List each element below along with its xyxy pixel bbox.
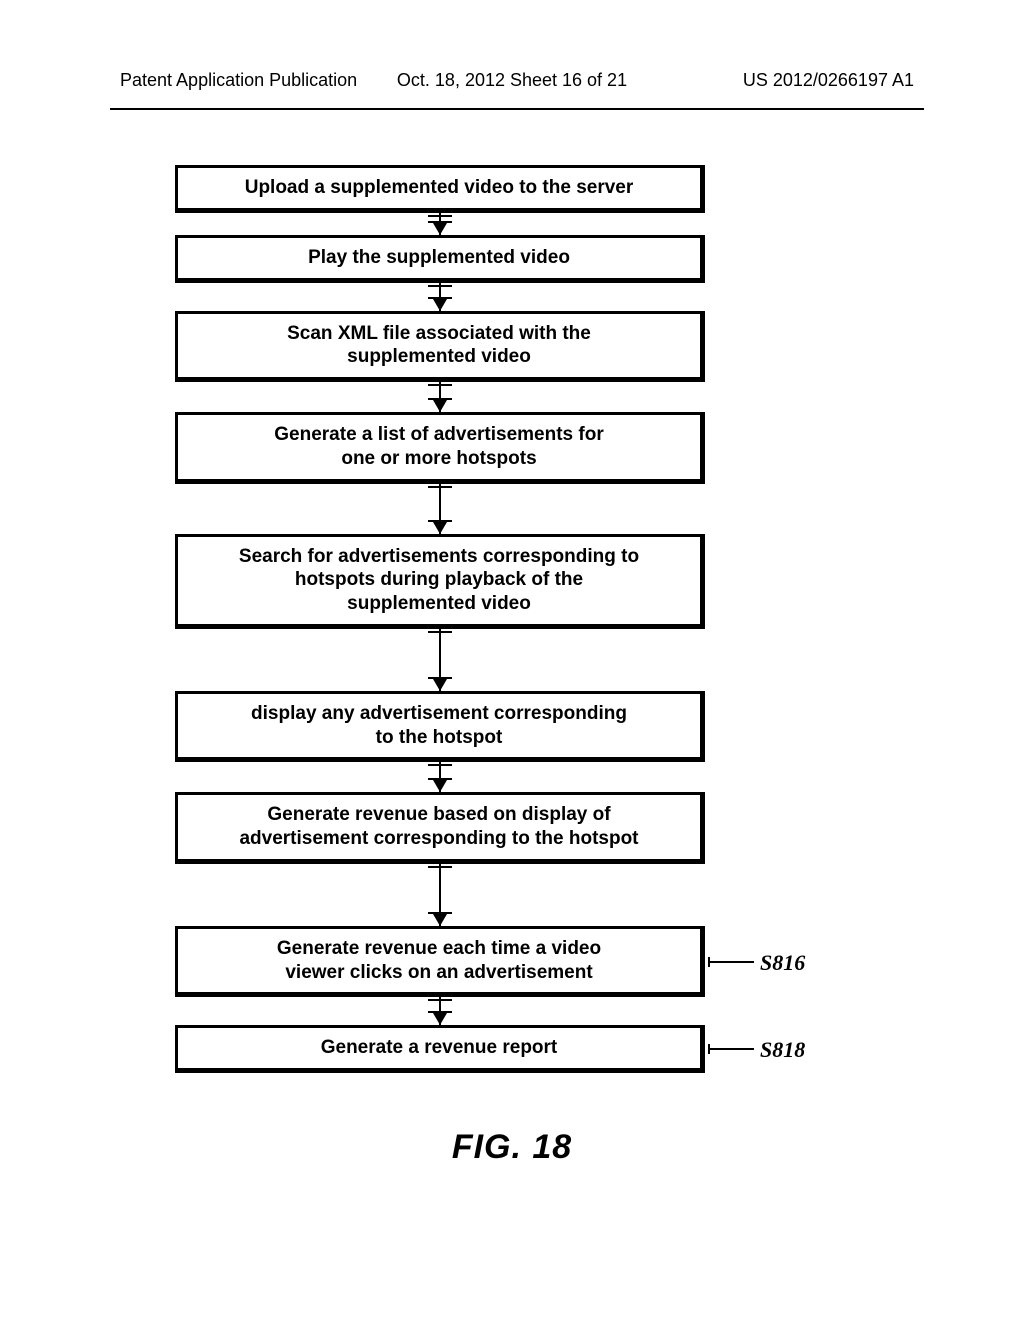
callout-line	[708, 1048, 754, 1050]
flow-arrow	[175, 629, 705, 691]
flow-step-wrap: Generate a list of advertisements for on…	[0, 412, 1024, 484]
flow-arrow	[175, 283, 705, 311]
flow-step-wrap: Search for advertisements corresponding …	[0, 534, 1024, 629]
flow-arrow	[175, 213, 705, 235]
flow-step-wrap: Play the supplemented video	[0, 235, 1024, 283]
flow-step-7: Generate revenue based on display of adv…	[175, 792, 705, 864]
callout-line	[708, 961, 754, 963]
header-right: US 2012/0266197 A1	[743, 70, 914, 91]
header-left: Patent Application Publication	[120, 70, 357, 91]
flow-arrow	[175, 382, 705, 412]
flow-step-8: Generate revenue each time a video viewe…	[175, 926, 705, 998]
flow-step-wrap: Scan XML file associated with the supple…	[0, 311, 1024, 383]
header-mid: Oct. 18, 2012 Sheet 16 of 21	[397, 70, 627, 91]
flow-step-1: Upload a supplemented video to the serve…	[175, 165, 705, 213]
flow-arrow	[175, 864, 705, 926]
flow-step-4: Generate a list of advertisements for on…	[175, 412, 705, 484]
flow-step-wrap: Generate revenue each time a video viewe…	[0, 926, 1024, 998]
header-rule	[110, 108, 924, 110]
flow-step-9: Generate a revenue report	[175, 1025, 705, 1073]
flow-step-wrap: display any advertisement corresponding …	[0, 691, 1024, 763]
flow-step-wrap: Upload a supplemented video to the serve…	[0, 165, 1024, 213]
flow-step-wrap: Generate revenue based on display of adv…	[0, 792, 1024, 864]
figure-label: FIG. 18	[452, 1128, 572, 1167]
flow-step-6: display any advertisement corresponding …	[175, 691, 705, 763]
flow-step-wrap: Generate a revenue report	[0, 1025, 1024, 1073]
flow-arrow	[175, 762, 705, 792]
flow-step-3: Scan XML file associated with the supple…	[175, 311, 705, 383]
callout-label: S818	[760, 1037, 805, 1063]
callout-tip	[708, 1044, 710, 1054]
flowchart: Upload a supplemented video to the serve…	[0, 165, 1024, 1073]
flow-step-2: Play the supplemented video	[175, 235, 705, 283]
page: Patent Application Publication Oct. 18, …	[0, 0, 1024, 1320]
flow-arrow	[175, 997, 705, 1025]
callout-tip	[708, 957, 710, 967]
callout-label: S816	[760, 950, 805, 976]
flow-arrow	[175, 484, 705, 534]
flow-step-5: Search for advertisements corresponding …	[175, 534, 705, 629]
